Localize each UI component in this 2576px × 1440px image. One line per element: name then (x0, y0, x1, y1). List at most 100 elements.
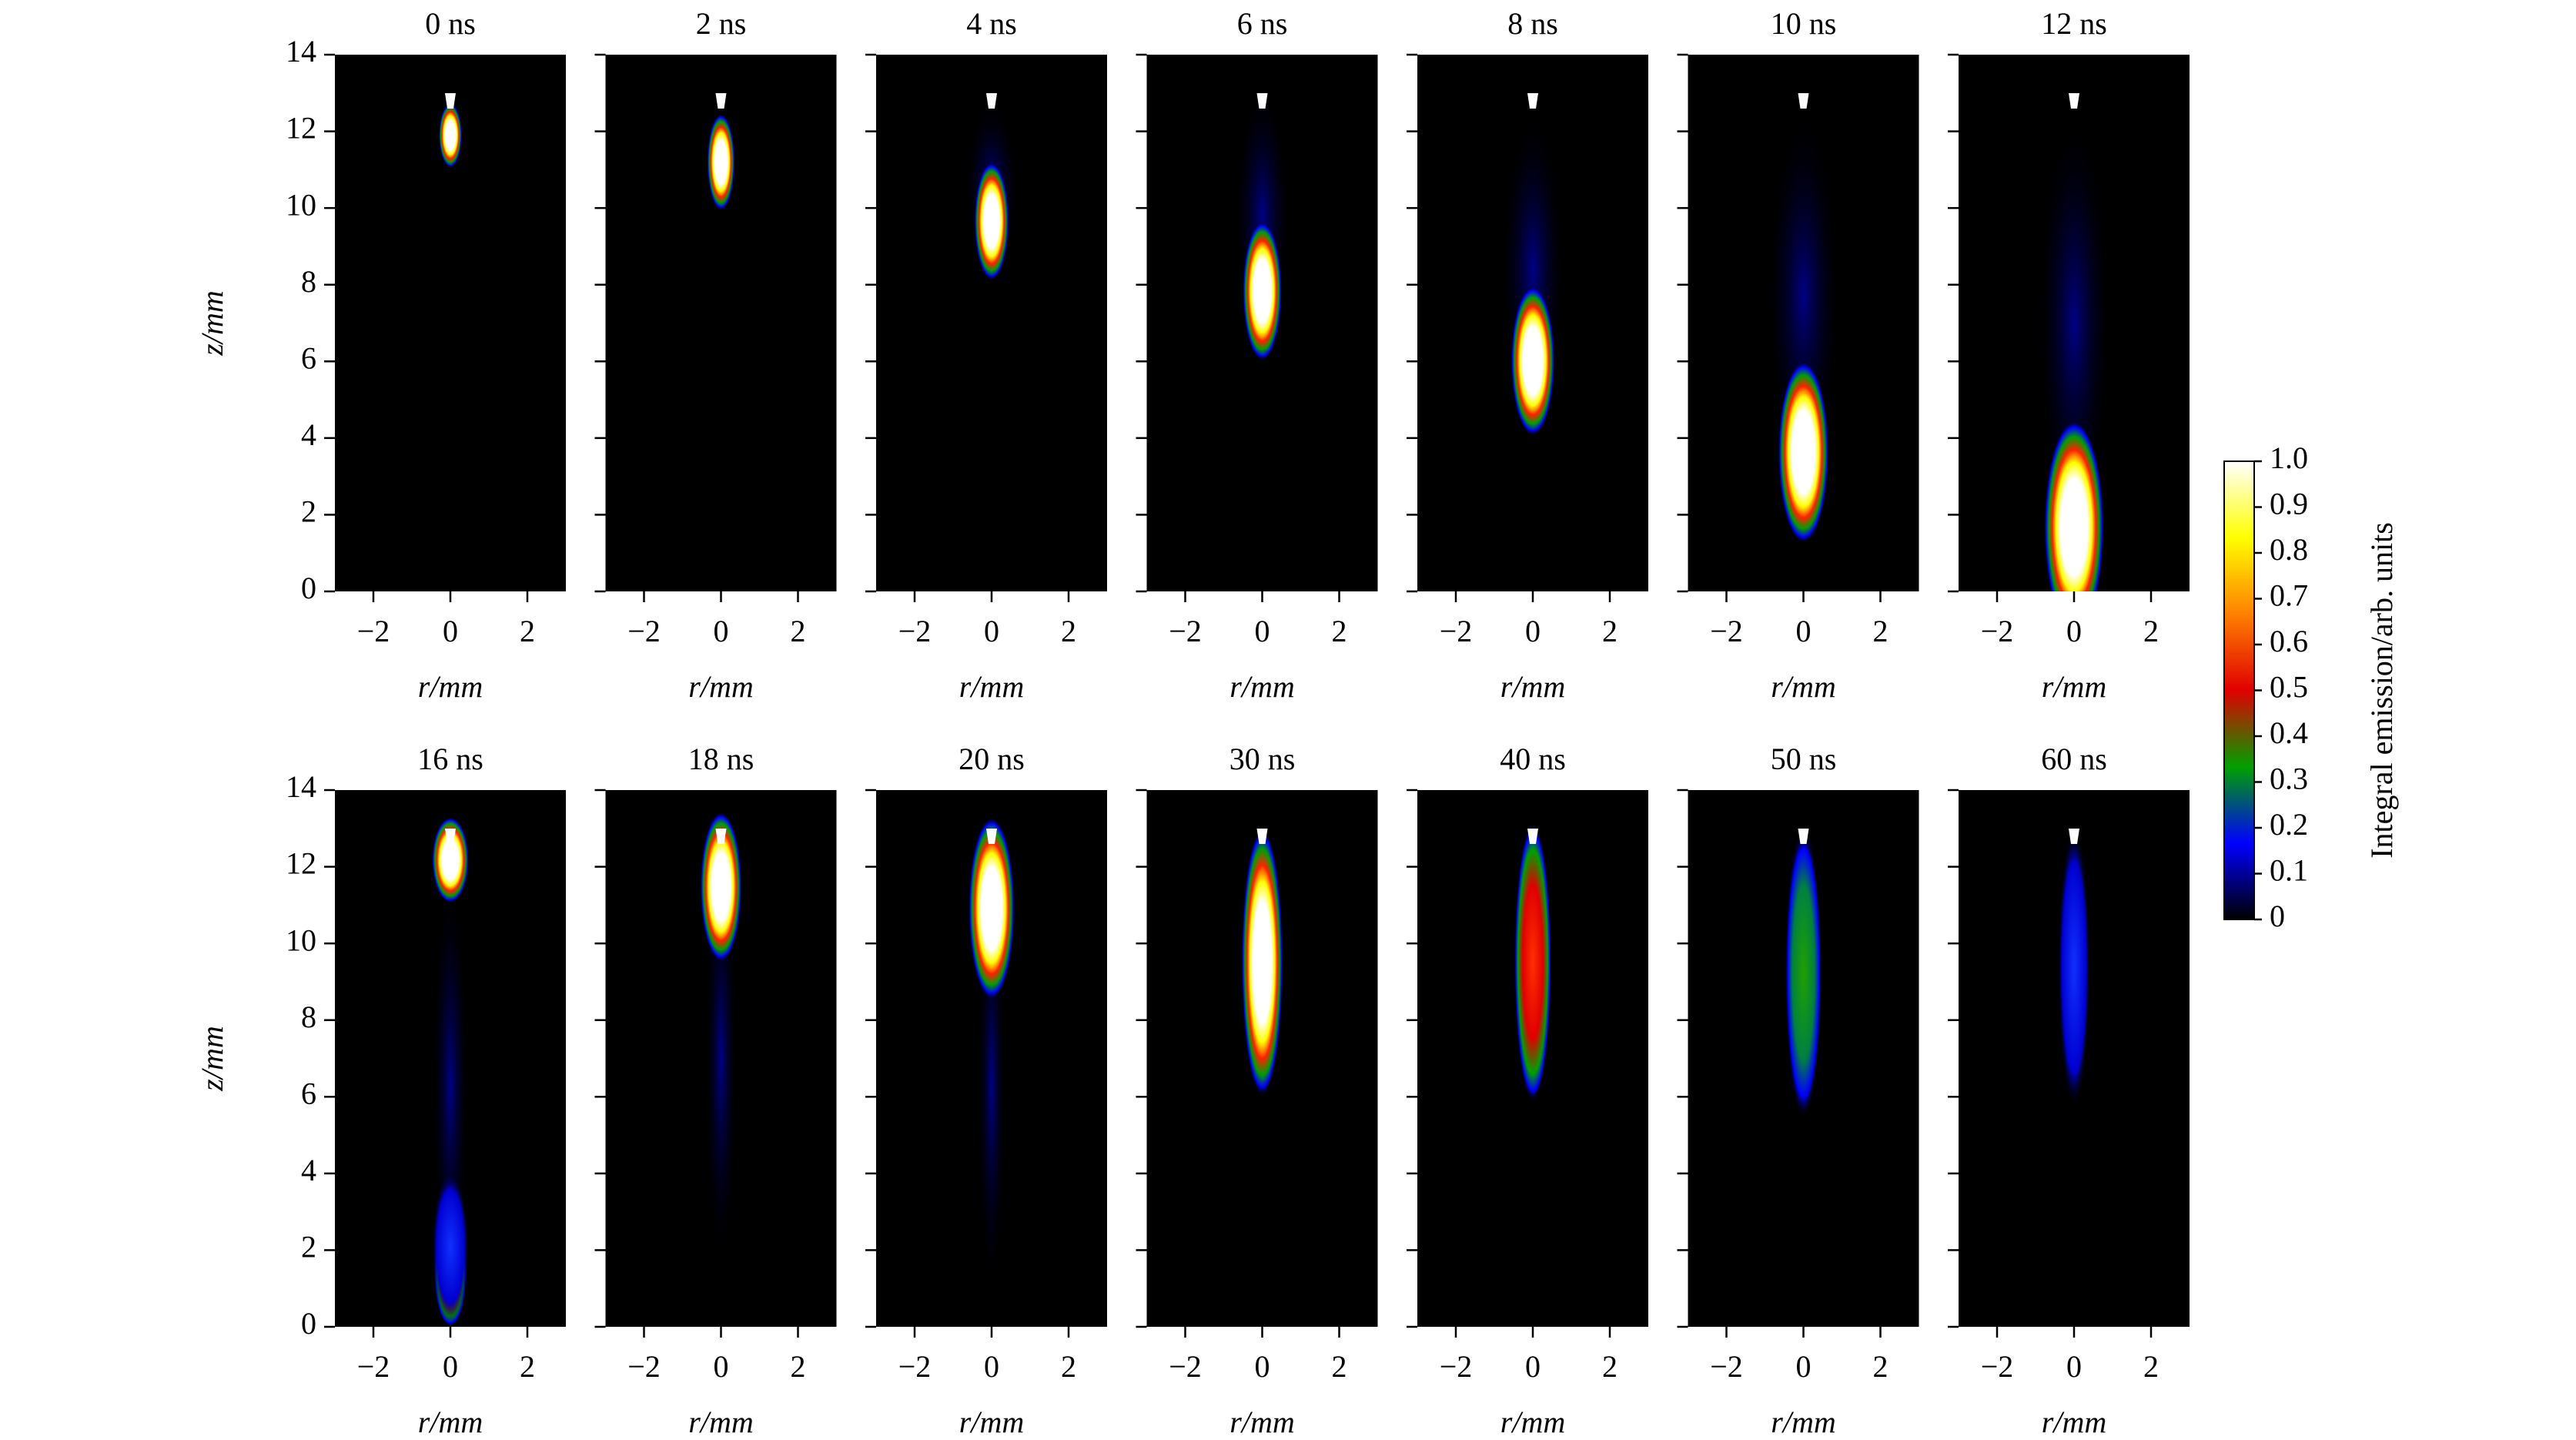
panel-title: 10 ns (1771, 6, 1837, 41)
heatmap-image (1234, 81, 1290, 361)
x-tick-label: 0 (1525, 1349, 1541, 1384)
y-tick-label: 0 (301, 571, 316, 605)
x-axis-label: r/mm (1500, 669, 1565, 704)
x-tick-label: 0 (1255, 614, 1270, 648)
x-tick-label: 2 (2143, 614, 2159, 648)
emission-region (432, 816, 469, 903)
x-tick-label: 2 (1873, 614, 1889, 648)
emission-region (1243, 221, 1282, 361)
heatmap-image (432, 816, 469, 1327)
x-tick-label: 0 (1525, 614, 1541, 648)
emission-region (2058, 827, 2090, 1107)
heatmap-image (2058, 827, 2090, 1107)
heatmap-image (1500, 93, 1565, 436)
x-tick-label: −2 (357, 1349, 390, 1384)
x-tick-label: 2 (520, 1349, 535, 1384)
x-tick-label: 2 (2143, 1349, 2159, 1384)
heatmap-image (1766, 93, 1841, 544)
colorbar-tick-label: 0 (2270, 899, 2285, 933)
x-tick-label: 0 (1796, 614, 1812, 648)
panel-title: 0 ns (425, 6, 476, 41)
colorbar-gradient (2223, 460, 2255, 920)
panel-title: 2 ns (696, 6, 747, 41)
x-tick-label: 2 (1602, 614, 1618, 648)
panel-title: 40 ns (1500, 742, 1566, 776)
panel: 8 ns −2 0 2 r/mm (1407, 6, 1648, 704)
x-axis-label: r/mm (2042, 669, 2106, 704)
colorbar-tick-label: 0.4 (2270, 715, 2308, 750)
x-axis-label: r/mm (688, 1405, 753, 1439)
panel-title: 12 ns (2041, 6, 2107, 41)
x-tick-label: 2 (1602, 1349, 1618, 1384)
emission-region (1778, 360, 1829, 544)
x-tick-label: −2 (1710, 614, 1743, 648)
y-axis-label: z/mm (195, 1026, 229, 1091)
x-axis-label: r/mm (959, 1405, 1024, 1439)
panel: 16 ns 0 2 4 6 8 10 12 14 −2 0 2 r/mm z/mm (195, 742, 566, 1439)
colorbar-label: Integral emission/arb. units (2364, 522, 2399, 859)
x-tick-label: −2 (627, 614, 661, 648)
heatmap-image (1514, 822, 1551, 1102)
colorbar-tick-label: 1.0 (2270, 440, 2308, 475)
emission-region (969, 816, 1015, 1000)
y-tick-label: 8 (301, 264, 316, 299)
x-tick-label: −2 (1981, 1349, 2014, 1384)
emission-region (432, 1170, 469, 1322)
x-tick-label: 2 (520, 614, 535, 648)
panel: 20 ns −2 0 2 r/mm (865, 742, 1107, 1439)
electrode (1256, 829, 1268, 844)
x-axis-label: r/mm (688, 669, 753, 704)
x-axis-label: r/mm (1771, 1405, 1835, 1439)
panel: 10 ns −2 0 2 r/mm (1677, 6, 1919, 704)
x-tick-label: 2 (1061, 1349, 1076, 1384)
emission-region (974, 162, 1009, 280)
colorbar: 0 0.1 0.2 0.3 0.4 0.5 0.6 0.7 0.8 0.9 1.0 Integral … (2223, 440, 2399, 933)
panel: 0 ns 0 2 4 6 8 10 12 14 −2 0 2 r/mm z/mm (195, 6, 566, 704)
x-tick-label: 0 (714, 614, 729, 648)
emission-region (1785, 827, 1822, 1118)
y-axis-label: z/mm (195, 290, 229, 356)
x-axis-label: r/mm (418, 1405, 483, 1439)
electrode (1527, 829, 1538, 844)
emission-region (2037, 108, 2111, 538)
x-tick-label: 0 (1255, 1349, 1270, 1384)
colorbar-tick-label: 0.3 (2270, 762, 2308, 796)
x-axis-label: r/mm (1771, 669, 1835, 704)
emission-region (1241, 827, 1283, 1097)
electrode (1256, 93, 1268, 109)
electrode (986, 829, 997, 844)
panel: 6 ns −2 0 2 r/mm (1136, 6, 1378, 704)
panel: 60 ns −2 0 2 r/mm (1948, 742, 2190, 1439)
electrode (986, 93, 997, 109)
panel-title: 4 ns (966, 6, 1017, 41)
x-tick-label: 0 (1796, 1349, 1812, 1384)
electrode (445, 93, 456, 109)
x-axis-label: r/mm (959, 669, 1024, 704)
colorbar-tick-label: 0.1 (2270, 853, 2308, 888)
x-tick-label: 0 (2066, 1349, 2082, 1384)
electrode (1527, 93, 1538, 109)
x-axis-label: r/mm (2042, 1405, 2106, 1439)
emission-region (439, 102, 462, 168)
y-tick-label: 12 (286, 111, 316, 146)
panel-title: 16 ns (417, 742, 483, 776)
x-axis-label: r/mm (1229, 669, 1294, 704)
panel: 18 ns −2 0 2 r/mm (594, 742, 837, 1439)
x-tick-label: 2 (791, 1349, 806, 1384)
panel: 50 ns −2 0 2 r/mm (1677, 742, 1919, 1439)
heatmap-image (707, 93, 735, 211)
y-tick-label: 6 (301, 1076, 316, 1110)
x-tick-label: 2 (791, 614, 806, 648)
x-tick-label: 2 (1061, 614, 1076, 648)
electrode (2069, 93, 2079, 109)
x-axis-label: r/mm (418, 669, 483, 704)
y-tick-label: 4 (301, 1153, 316, 1187)
y-tick-label: 8 (301, 1000, 316, 1034)
colorbar-tick-label: 0.7 (2270, 578, 2308, 613)
panel: 4 ns −2 0 2 r/mm (865, 6, 1107, 704)
x-axis-label: r/mm (1229, 1405, 1294, 1439)
heatmap-image (439, 93, 462, 168)
x-tick-label: 0 (714, 1349, 729, 1384)
heatmap-image (700, 811, 742, 1274)
